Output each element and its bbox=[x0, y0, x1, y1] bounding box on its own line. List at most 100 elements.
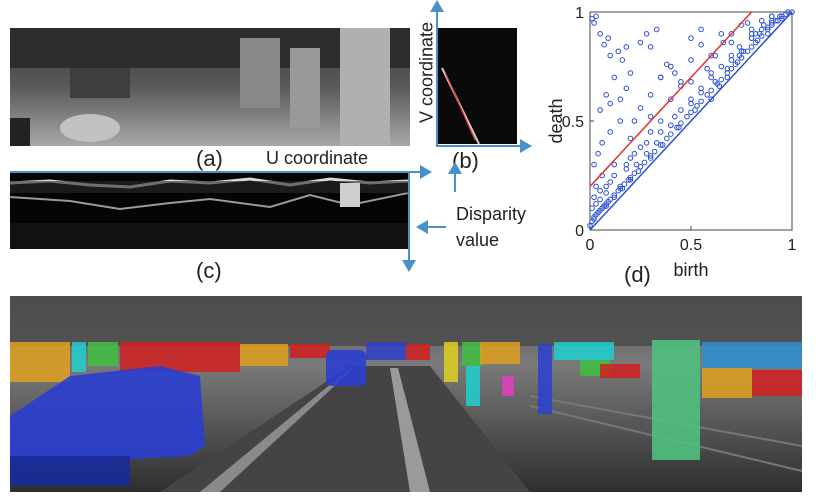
scatter-point bbox=[756, 31, 763, 37]
scatter-point bbox=[659, 142, 666, 148]
label-d: (d) bbox=[624, 262, 651, 287]
scatter-point bbox=[716, 83, 723, 89]
disparity-label-line1: Disparity bbox=[456, 204, 527, 224]
b-horizontal-arrowhead bbox=[520, 139, 532, 153]
scatter-point bbox=[698, 89, 704, 96]
scatter-point bbox=[593, 201, 599, 207]
scatter-point bbox=[692, 107, 698, 113]
scatter-point bbox=[627, 135, 634, 142]
up-arrow-to-b bbox=[454, 170, 456, 192]
scatter-point bbox=[637, 39, 644, 46]
persistence-diagram-panel-d: 0 0.5 1 0 0.5 1 birth death bbox=[540, 0, 815, 290]
scatter-point bbox=[752, 39, 759, 46]
scatter-point bbox=[623, 44, 630, 50]
v-axis-arrowhead bbox=[430, 0, 444, 12]
scatter-point bbox=[777, 13, 783, 20]
persistence-scatter-svg: 0 0.5 1 0 0.5 1 birth death bbox=[546, 5, 797, 280]
scatter-point bbox=[587, 222, 593, 229]
scatter-point bbox=[611, 161, 618, 168]
scatter-point bbox=[676, 124, 682, 131]
scatter-point bbox=[591, 194, 597, 201]
scatter-point bbox=[603, 92, 609, 98]
scatter-point bbox=[597, 187, 603, 194]
scatter-point bbox=[688, 57, 694, 63]
x-axis-label: birth bbox=[673, 260, 708, 280]
scatter-point bbox=[603, 183, 609, 190]
scatter-point bbox=[672, 70, 678, 76]
u-disparity-panel-c bbox=[10, 173, 408, 249]
scatter-point bbox=[668, 96, 674, 102]
scatter-point bbox=[603, 203, 609, 209]
y-tick-label: 1 bbox=[575, 5, 584, 22]
scatter-point bbox=[668, 122, 674, 129]
scatter-point bbox=[623, 161, 630, 168]
scatter-point bbox=[708, 87, 714, 94]
scatter-point bbox=[647, 44, 654, 50]
scatter-point bbox=[637, 105, 644, 111]
scatter-point bbox=[724, 74, 731, 81]
scatter-point bbox=[603, 190, 609, 196]
scatter-point bbox=[744, 20, 751, 26]
scatter-point bbox=[718, 31, 725, 37]
scatter-point bbox=[653, 26, 660, 33]
scatter-point bbox=[688, 100, 694, 107]
scatter-point bbox=[643, 150, 650, 157]
scatter-point bbox=[627, 70, 634, 76]
scatter-point bbox=[728, 39, 735, 46]
scatter-point bbox=[688, 35, 694, 41]
scatter-point bbox=[736, 44, 743, 50]
scatter-point bbox=[694, 102, 700, 109]
scatter-point bbox=[599, 140, 605, 146]
scatter-point bbox=[591, 161, 597, 168]
scatter-point bbox=[657, 74, 664, 81]
scatter-point bbox=[591, 20, 597, 26]
x-tick-label: 0 bbox=[586, 237, 595, 254]
v-axis-label: V coordinate bbox=[416, 21, 437, 124]
scatter-point bbox=[591, 214, 597, 220]
scatter-point bbox=[637, 144, 644, 150]
scatter-point bbox=[607, 129, 613, 135]
scatter-point bbox=[698, 98, 704, 105]
scatter-point bbox=[597, 107, 603, 113]
scatter-point bbox=[758, 26, 765, 33]
scatter-point bbox=[607, 100, 613, 107]
scatter-point bbox=[617, 185, 624, 192]
scatter-point bbox=[704, 92, 710, 98]
scatter-point bbox=[712, 52, 719, 59]
v-disparity-graphic bbox=[441, 67, 480, 144]
x-tick-label: 1 bbox=[788, 237, 797, 254]
scatter-point bbox=[627, 174, 634, 181]
scatter-point bbox=[779, 13, 785, 20]
scatter-point bbox=[678, 120, 684, 126]
scatter-point bbox=[593, 183, 599, 190]
x-tick-label: 0.5 bbox=[680, 237, 702, 254]
left-arrow-to-c bbox=[426, 226, 446, 228]
scatter-point bbox=[641, 159, 648, 166]
scatter-point bbox=[738, 48, 745, 55]
scatter-point bbox=[595, 150, 601, 157]
scatter-point bbox=[773, 17, 779, 24]
scatter-point bbox=[589, 205, 595, 211]
scatter-point bbox=[663, 61, 670, 68]
scatter-point bbox=[597, 196, 603, 203]
scatter-point bbox=[708, 52, 714, 59]
scatter-point bbox=[672, 113, 678, 120]
scatter-point bbox=[647, 129, 654, 135]
u-axis-arrow bbox=[10, 171, 422, 173]
scatter-point bbox=[619, 185, 626, 192]
disparity-label-line2: value bbox=[456, 230, 500, 250]
depth-image-graphic bbox=[10, 28, 410, 146]
scatter-point bbox=[615, 48, 622, 55]
scatter-point bbox=[708, 96, 714, 102]
y-axis-label: death bbox=[546, 98, 566, 143]
segmentation-scene-image bbox=[10, 296, 802, 492]
scatter-point bbox=[633, 161, 640, 168]
scatter-point bbox=[647, 155, 654, 161]
scatter-point bbox=[607, 52, 613, 59]
scatter-point bbox=[785, 9, 791, 15]
u-axis-label: U coordinate bbox=[266, 148, 369, 168]
scatter-point bbox=[674, 124, 680, 131]
b-horizontal-arrow bbox=[436, 145, 522, 147]
u-axis-arrowhead bbox=[420, 165, 432, 179]
left-arrowhead-to-c bbox=[416, 220, 428, 234]
